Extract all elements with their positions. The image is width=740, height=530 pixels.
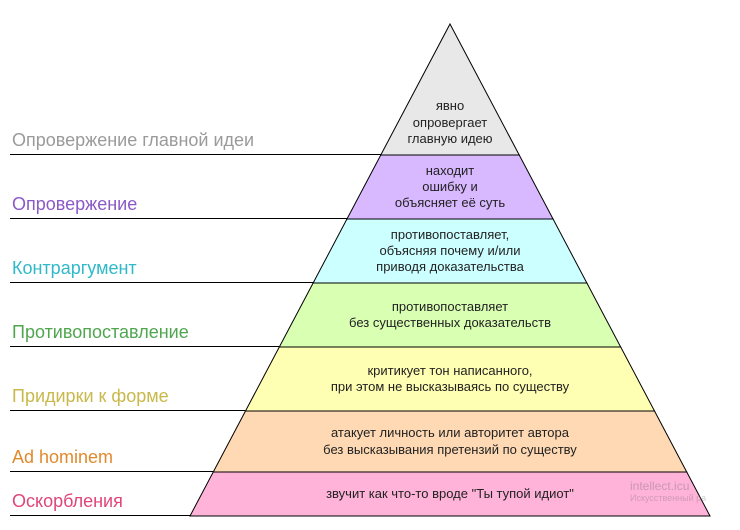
level-label: Опровержение главной идеи: [12, 130, 254, 151]
level-row: Придирки к форме: [0, 347, 370, 411]
level-row: Противопоставление: [0, 283, 370, 347]
level-description: атакует личность или авторитет автора бе…: [323, 425, 577, 458]
level-description: находит ошибку и объясняет её суть: [395, 163, 505, 212]
level-description: критикует тон написанного, при этом не в…: [331, 363, 569, 396]
level-description: явно опровергает главную идею: [407, 98, 492, 147]
level-label: Опровержение: [12, 194, 137, 215]
level-row: Оскорбления: [0, 472, 370, 516]
level-label: Оскорбления: [12, 491, 123, 512]
level-row: Опровержение главной идеи: [0, 24, 370, 155]
level-description: звучит как что-то вроде "Ты тупой идиот": [326, 486, 574, 502]
level-description: противопоставляет, объясняя почему и/или…: [376, 227, 524, 276]
level-description: противопоставляет без существенных доказ…: [349, 299, 551, 332]
level-row: Опровержение: [0, 155, 370, 219]
level-row: Ad hominem: [0, 411, 370, 472]
watermark-sub: Искусственный ра: [630, 493, 706, 503]
watermark-main: intellect.icu: [630, 479, 689, 493]
level-label: Противопоставление: [12, 322, 189, 343]
level-label: Ad hominem: [12, 447, 113, 468]
level-underline: [10, 515, 190, 516]
level-label: Контраргумент: [12, 258, 137, 279]
level-row: Контраргумент: [0, 219, 370, 283]
level-label: Придирки к форме: [12, 386, 169, 407]
